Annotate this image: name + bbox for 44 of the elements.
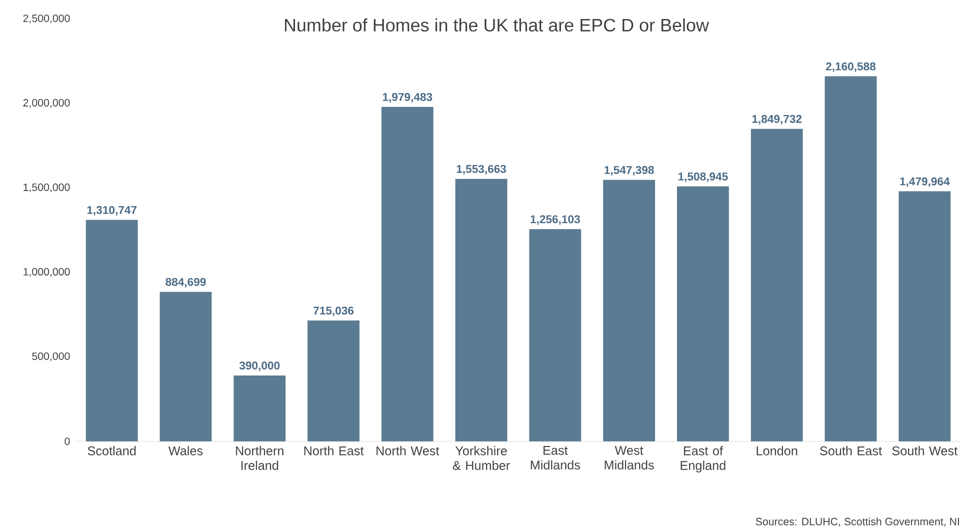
x-tick-label: Yorkshire & Humber (452, 446, 510, 470)
data-label: 390,000 (239, 361, 280, 372)
data-label: 715,036 (314, 306, 354, 316)
y-tick-label: 0 (64, 437, 70, 446)
bar (898, 191, 951, 442)
bar (234, 375, 286, 442)
x-tick-label: Northern Ireland (236, 446, 284, 470)
x-tick-label: North West (376, 446, 440, 456)
bar (750, 128, 803, 442)
data-label: 1,479,964 (900, 177, 950, 187)
data-label: 1,508,945 (678, 172, 728, 182)
bar (455, 178, 508, 442)
x-tick-label: Wales (168, 446, 203, 456)
y-tick-label: 1,500,000 (24, 183, 70, 192)
data-label: 1,553,663 (456, 164, 506, 174)
y-tick-label: 1,000,000 (24, 268, 70, 277)
bar (86, 220, 138, 442)
x-tick-label: West Midlands (604, 446, 654, 470)
bar (676, 186, 729, 442)
bar (824, 76, 877, 442)
x-tick-label: South East (820, 446, 882, 456)
data-label: 1,256,103 (530, 215, 580, 225)
x-tick-label: London (756, 446, 798, 456)
source-note: Sources: DLUHC, Scottish Government, NI (756, 517, 959, 527)
data-label: 1,979,483 (382, 92, 432, 103)
x-tick-label: Scotland (88, 446, 136, 456)
x-tick-label: East of England (680, 446, 726, 472)
y-tick-label: 2,000,000 (23, 98, 70, 108)
data-label: 2,160,588 (826, 62, 876, 72)
chart-title: Number of Homes in the UK that are EPC D or Below (284, 18, 710, 32)
y-tick-label: 2,500,000 (23, 14, 70, 24)
y-tick-label: 500,000 (32, 352, 70, 362)
data-label: 1,310,747 (87, 206, 137, 216)
bar (603, 180, 656, 442)
data-label: 1,849,732 (752, 114, 802, 124)
x-tick-label: East Midlands (530, 446, 580, 470)
data-label: 884,699 (166, 278, 206, 288)
bar (160, 292, 212, 442)
x-tick-label: South West (892, 446, 958, 456)
data-label: 1,547,398 (604, 166, 654, 176)
bar (308, 320, 360, 442)
x-tick-label: North East (304, 446, 364, 456)
bar (381, 106, 434, 442)
bar (529, 229, 582, 442)
